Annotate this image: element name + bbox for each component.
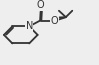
Text: N: N: [26, 21, 33, 31]
Text: O: O: [37, 0, 44, 10]
Text: O: O: [51, 16, 58, 26]
